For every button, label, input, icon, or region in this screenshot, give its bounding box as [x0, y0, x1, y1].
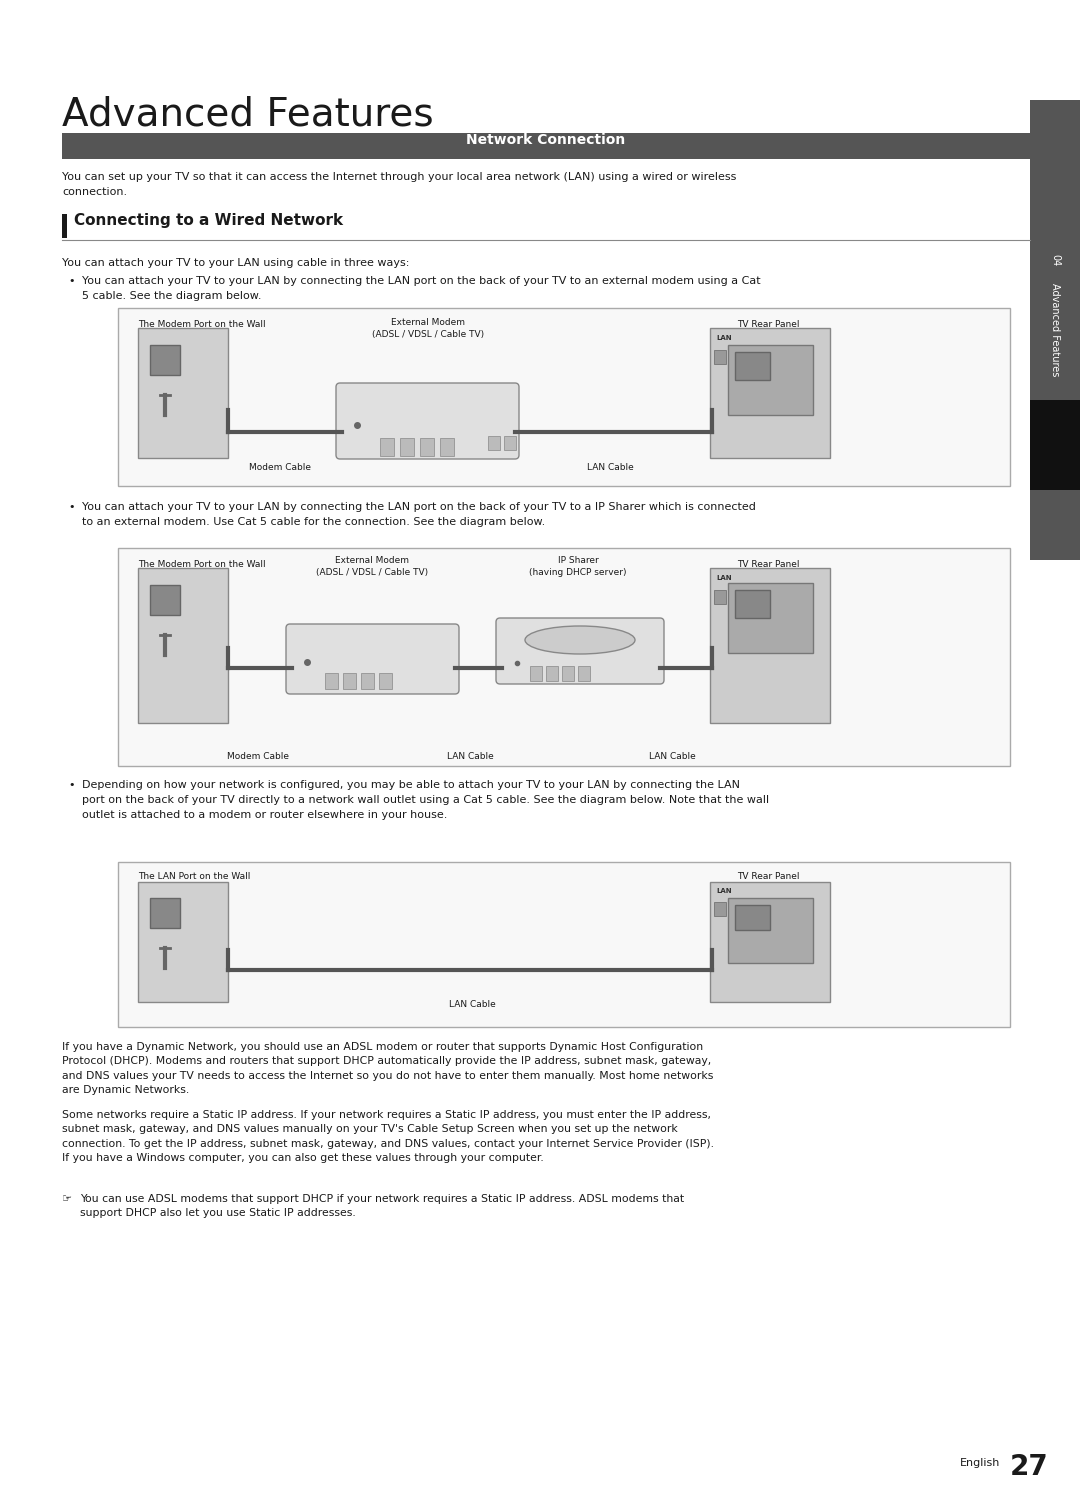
FancyBboxPatch shape: [118, 308, 1010, 486]
Text: Depending on how your network is configured, you may be able to attach your TV t: Depending on how your network is configu…: [82, 780, 769, 820]
FancyBboxPatch shape: [440, 438, 454, 456]
FancyBboxPatch shape: [546, 666, 558, 681]
FancyBboxPatch shape: [530, 666, 542, 681]
FancyBboxPatch shape: [735, 590, 770, 619]
FancyBboxPatch shape: [1030, 400, 1080, 490]
Text: Some networks require a Static IP address. If your network requires a Static IP : Some networks require a Static IP addres…: [62, 1110, 714, 1164]
Text: Connecting to a Wired Network: Connecting to a Wired Network: [75, 214, 343, 229]
Text: •: •: [68, 276, 75, 285]
Text: 27: 27: [1010, 1454, 1049, 1481]
Text: LAN Cable: LAN Cable: [649, 751, 696, 760]
FancyBboxPatch shape: [735, 353, 770, 379]
Text: The Modem Port on the Wall: The Modem Port on the Wall: [138, 320, 266, 329]
Text: LAN Cable: LAN Cable: [447, 751, 494, 760]
FancyBboxPatch shape: [286, 624, 459, 695]
Text: Modem Cable: Modem Cable: [249, 463, 311, 472]
FancyBboxPatch shape: [504, 436, 516, 450]
FancyBboxPatch shape: [343, 672, 356, 689]
FancyBboxPatch shape: [496, 619, 664, 684]
Text: LAN: LAN: [716, 887, 731, 893]
Text: LAN Cable: LAN Cable: [448, 999, 496, 1008]
Text: •: •: [68, 502, 75, 512]
FancyBboxPatch shape: [118, 862, 1010, 1026]
Text: The Modem Port on the Wall: The Modem Port on the Wall: [138, 560, 266, 569]
Text: ☞: ☞: [62, 1194, 72, 1204]
FancyBboxPatch shape: [150, 898, 180, 928]
FancyBboxPatch shape: [710, 568, 831, 723]
FancyBboxPatch shape: [1030, 100, 1080, 400]
Text: LAN: LAN: [716, 575, 731, 581]
Text: LAN Cable: LAN Cable: [586, 463, 633, 472]
Text: LAN: LAN: [716, 335, 731, 341]
Text: Modem Cable: Modem Cable: [227, 751, 289, 760]
FancyBboxPatch shape: [710, 881, 831, 1002]
Ellipse shape: [525, 626, 635, 654]
FancyBboxPatch shape: [138, 329, 228, 459]
Text: TV Rear Panel: TV Rear Panel: [737, 872, 799, 881]
Text: You can use ADSL modems that support DHCP if your network requires a Static IP a: You can use ADSL modems that support DHC…: [80, 1194, 684, 1219]
Text: You can attach your TV to your LAN using cable in three ways:: You can attach your TV to your LAN using…: [62, 258, 409, 267]
FancyBboxPatch shape: [400, 438, 414, 456]
Text: English: English: [960, 1458, 1000, 1469]
FancyBboxPatch shape: [380, 438, 394, 456]
FancyBboxPatch shape: [361, 672, 374, 689]
FancyBboxPatch shape: [325, 672, 338, 689]
FancyBboxPatch shape: [150, 586, 180, 616]
FancyBboxPatch shape: [379, 672, 392, 689]
FancyBboxPatch shape: [728, 345, 813, 415]
FancyBboxPatch shape: [62, 214, 67, 238]
Text: Network Connection: Network Connection: [467, 133, 625, 146]
Text: TV Rear Panel: TV Rear Panel: [737, 320, 799, 329]
Text: You can attach your TV to your LAN by connecting the LAN port on the back of you: You can attach your TV to your LAN by co…: [82, 502, 756, 527]
FancyBboxPatch shape: [138, 568, 228, 723]
Text: External Modem
(ADSL / VDSL / Cable TV): External Modem (ADSL / VDSL / Cable TV): [372, 318, 484, 339]
FancyBboxPatch shape: [336, 382, 519, 459]
FancyBboxPatch shape: [728, 583, 813, 653]
FancyBboxPatch shape: [710, 329, 831, 459]
Text: Advanced Features: Advanced Features: [1050, 284, 1059, 376]
FancyBboxPatch shape: [728, 898, 813, 964]
FancyBboxPatch shape: [714, 350, 726, 365]
FancyBboxPatch shape: [62, 133, 1030, 158]
Text: The LAN Port on the Wall: The LAN Port on the Wall: [138, 872, 251, 881]
FancyBboxPatch shape: [1030, 490, 1080, 560]
Text: If you have a Dynamic Network, you should use an ADSL modem or router that suppo: If you have a Dynamic Network, you shoul…: [62, 1041, 714, 1095]
FancyBboxPatch shape: [118, 548, 1010, 766]
FancyBboxPatch shape: [488, 436, 500, 450]
Text: TV Rear Panel: TV Rear Panel: [737, 560, 799, 569]
Text: You can attach your TV to your LAN by connecting the LAN port on the back of you: You can attach your TV to your LAN by co…: [82, 276, 760, 300]
Text: IP Sharer
(having DHCP server): IP Sharer (having DHCP server): [529, 556, 626, 577]
FancyBboxPatch shape: [714, 902, 726, 916]
Text: •: •: [68, 780, 75, 790]
FancyBboxPatch shape: [150, 345, 180, 375]
FancyBboxPatch shape: [578, 666, 590, 681]
Text: 04: 04: [1050, 254, 1059, 266]
FancyBboxPatch shape: [562, 666, 573, 681]
Text: You can set up your TV so that it can access the Internet through your local are: You can set up your TV so that it can ac…: [62, 172, 737, 197]
Text: External Modem
(ADSL / VDSL / Cable TV): External Modem (ADSL / VDSL / Cable TV): [316, 556, 428, 577]
FancyBboxPatch shape: [138, 881, 228, 1002]
FancyBboxPatch shape: [420, 438, 434, 456]
FancyBboxPatch shape: [735, 905, 770, 929]
FancyBboxPatch shape: [714, 590, 726, 604]
Text: Advanced Features: Advanced Features: [62, 96, 434, 133]
